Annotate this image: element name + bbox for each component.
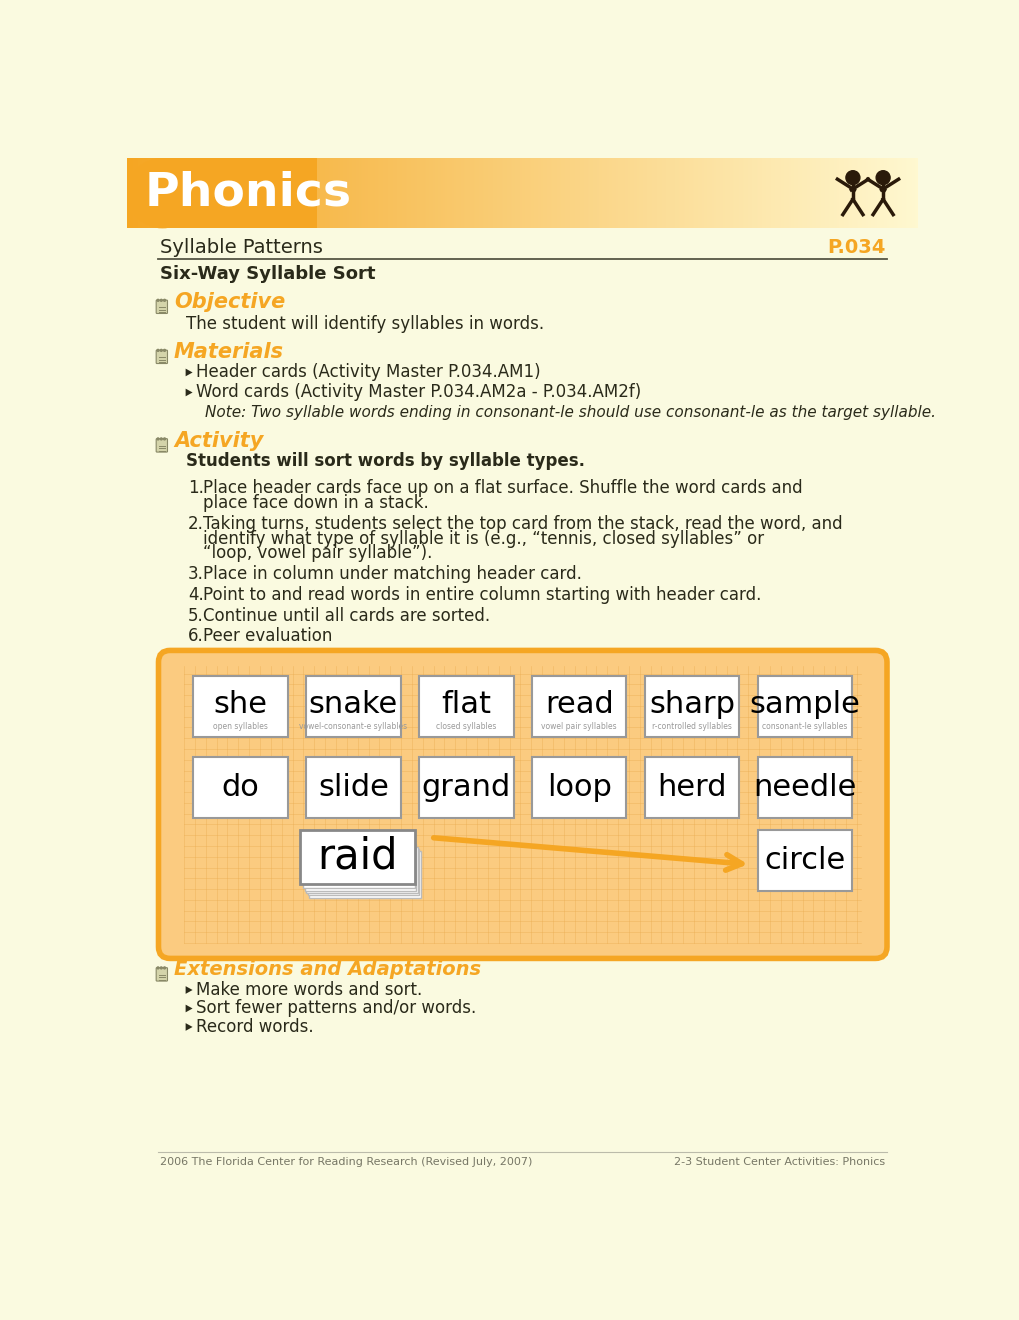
Text: 2.: 2.: [187, 515, 204, 533]
Polygon shape: [185, 368, 193, 376]
FancyBboxPatch shape: [531, 756, 626, 818]
FancyBboxPatch shape: [300, 830, 415, 884]
Text: vowel-consonant-e syllables: vowel-consonant-e syllables: [299, 722, 407, 731]
Text: identify what type of syllable it is (e.g., “tennis, closed syllables” or: identify what type of syllable it is (e.…: [203, 529, 764, 548]
FancyBboxPatch shape: [309, 851, 421, 898]
Polygon shape: [185, 388, 193, 396]
Text: raid: raid: [317, 836, 397, 878]
Text: 2-3 Student Center Activities: Phonics: 2-3 Student Center Activities: Phonics: [674, 1158, 884, 1167]
FancyBboxPatch shape: [158, 651, 887, 958]
FancyBboxPatch shape: [305, 845, 416, 891]
Text: Taking turns, students select the top card from the stack, read the word, and: Taking turns, students select the top ca…: [203, 515, 843, 533]
Circle shape: [875, 170, 890, 185]
Text: 1.: 1.: [187, 479, 204, 498]
Text: Syllable Patterns: Syllable Patterns: [160, 238, 323, 257]
Text: vowel pair syllables: vowel pair syllables: [541, 722, 616, 731]
Text: 2006 The Florida Center for Reading Research (Revised July, 2007): 2006 The Florida Center for Reading Rese…: [160, 1158, 532, 1167]
Circle shape: [845, 170, 859, 185]
Text: Six-Way Syllable Sort: Six-Way Syllable Sort: [160, 265, 375, 282]
Text: Header cards (Activity Master P.034.AM1): Header cards (Activity Master P.034.AM1): [197, 363, 540, 381]
Text: Continue until all cards are sorted.: Continue until all cards are sorted.: [203, 607, 490, 624]
Text: needle: needle: [753, 774, 856, 803]
FancyBboxPatch shape: [419, 756, 514, 818]
FancyBboxPatch shape: [193, 756, 287, 818]
FancyBboxPatch shape: [644, 756, 739, 818]
Text: P.034: P.034: [826, 238, 884, 257]
Text: “loop, vowel pair syllable”).: “loop, vowel pair syllable”).: [203, 544, 432, 562]
Text: open syllables: open syllables: [213, 722, 268, 731]
Text: herd: herd: [656, 774, 727, 803]
Polygon shape: [185, 1023, 193, 1031]
Text: Extensions and Adaptations: Extensions and Adaptations: [174, 961, 481, 979]
Text: Point to and read words in entire column starting with header card.: Point to and read words in entire column…: [203, 586, 761, 603]
Polygon shape: [185, 986, 193, 994]
Text: do: do: [221, 774, 259, 803]
FancyBboxPatch shape: [306, 676, 400, 738]
Text: The student will identify syllables in words.: The student will identify syllables in w…: [185, 315, 543, 333]
Text: 6.: 6.: [187, 627, 204, 645]
FancyBboxPatch shape: [156, 350, 167, 363]
Text: loop: loop: [546, 774, 611, 803]
FancyBboxPatch shape: [757, 756, 852, 818]
Text: Phonics: Phonics: [145, 170, 352, 215]
Text: Record words.: Record words.: [197, 1018, 314, 1036]
FancyBboxPatch shape: [193, 676, 287, 738]
Text: read: read: [544, 690, 613, 719]
Polygon shape: [185, 1005, 193, 1012]
Text: circle: circle: [763, 846, 845, 875]
Text: closed syllables: closed syllables: [436, 722, 496, 731]
Text: 5.: 5.: [187, 607, 204, 624]
FancyBboxPatch shape: [156, 300, 167, 313]
FancyBboxPatch shape: [156, 438, 167, 451]
Text: slide: slide: [318, 774, 388, 803]
Bar: [162, 158, 317, 227]
Text: Place header cards face up on a flat surface. Shuffle the word cards and: Place header cards face up on a flat sur…: [203, 479, 802, 498]
Text: Sort fewer patterns and/or words.: Sort fewer patterns and/or words.: [197, 999, 476, 1018]
Text: Word cards (Activity Master P.034.AM2a - P.034.AM2f): Word cards (Activity Master P.034.AM2a -…: [197, 384, 641, 401]
Text: Note: Two syllable words ending in consonant-le should use consonant-le as the t: Note: Two syllable words ending in conso…: [205, 405, 935, 420]
FancyBboxPatch shape: [306, 847, 418, 892]
Text: Students will sort words by syllable types.: Students will sort words by syllable typ…: [185, 451, 584, 470]
Text: consonant-le syllables: consonant-le syllables: [761, 722, 847, 731]
Text: Make more words and sort.: Make more words and sort.: [197, 981, 422, 999]
Text: Activity: Activity: [174, 432, 263, 451]
Text: flat: flat: [441, 690, 491, 719]
Text: sample: sample: [749, 690, 860, 719]
Text: grand: grand: [421, 774, 511, 803]
Text: r-controlled syllables: r-controlled syllables: [651, 722, 732, 731]
Text: Place in column under matching header card.: Place in column under matching header ca…: [203, 565, 582, 583]
Text: place face down in a stack.: place face down in a stack.: [203, 494, 429, 512]
FancyBboxPatch shape: [531, 676, 626, 738]
Text: Objective: Objective: [174, 293, 285, 313]
FancyBboxPatch shape: [308, 849, 419, 895]
Text: she: she: [213, 690, 267, 719]
FancyBboxPatch shape: [644, 676, 739, 738]
FancyBboxPatch shape: [156, 968, 167, 981]
FancyBboxPatch shape: [419, 676, 514, 738]
Text: 3.: 3.: [187, 565, 204, 583]
FancyBboxPatch shape: [303, 842, 415, 888]
FancyBboxPatch shape: [306, 756, 400, 818]
Text: sharp: sharp: [648, 690, 735, 719]
Text: Peer evaluation: Peer evaluation: [203, 627, 332, 645]
Text: snake: snake: [309, 690, 397, 719]
FancyBboxPatch shape: [757, 830, 852, 891]
FancyBboxPatch shape: [757, 676, 852, 738]
Circle shape: [127, 158, 197, 228]
Text: 4.: 4.: [187, 586, 204, 603]
Text: Materials: Materials: [174, 342, 283, 363]
